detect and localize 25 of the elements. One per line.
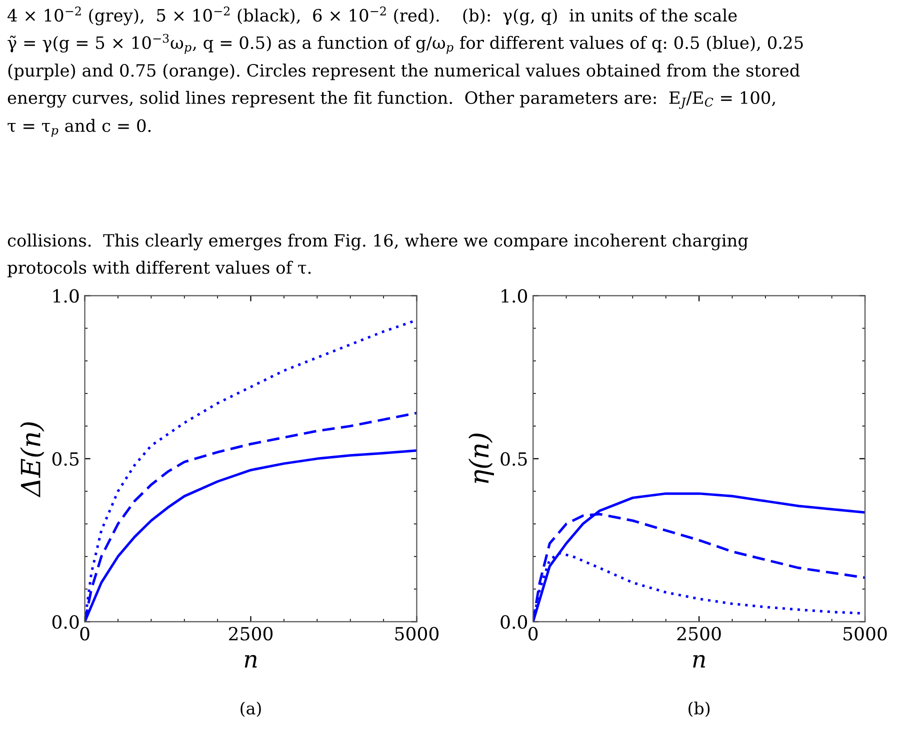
x-tick-label: 2500: [229, 626, 273, 641]
x-tick-label: 2500: [677, 626, 721, 641]
x-axis-title: n: [693, 654, 706, 668]
y-tick-label: 0.5: [500, 452, 527, 466]
text: τ = τ$_{p}$ and c = 0.: [8, 118, 151, 137]
text: (b): [688, 702, 710, 717]
x-tick-label: 0: [528, 626, 538, 641]
text: (a): [240, 702, 261, 717]
text: protocols with different values of τ.: [7, 260, 311, 278]
x-tick-label: 5000: [395, 626, 438, 641]
y-axis-title: ΔE(n): [20, 422, 44, 498]
text: energy curves, solid lines represent the fit function. Other parameters are: E$_{J}$/E$_{C}$ = 100,: [8, 90, 775, 109]
y-tick-label: 1.0: [53, 289, 79, 303]
text: (purple) and 0.75 (orange). Circles represent the numerical values obtained from the stored: [8, 64, 800, 80]
y-tick-label: 1.0: [502, 289, 528, 303]
y-axis-title: η(n): [468, 434, 494, 483]
x-tick-label: 0: [80, 626, 90, 641]
y-tick-label: 0.5: [52, 452, 79, 466]
x-tick-label: 5000: [844, 626, 887, 641]
text: γ̃ = γ(g = 5 × 10$^{−3}$ω$_{p}$, q = 0.5) as a function of g/ω$_{p}$ for different values of q: 0.5 (blue), 0.25: [8, 34, 803, 54]
x-axis-title: n: [244, 654, 257, 668]
text: collisions. This clearly emerges from Fig. 16, where we compare incoherent charging: [8, 234, 748, 250]
y-tick-label: 0.0: [500, 615, 528, 629]
text: 4 × 10$^{−2}$ (grey), 5 × 10$^{−2}$ (black), 6 × 10$^{−2}$ (red). (b): γ(g, q) in units of the scale: [8, 6, 737, 26]
y-tick-label: 0.0: [52, 615, 79, 629]
